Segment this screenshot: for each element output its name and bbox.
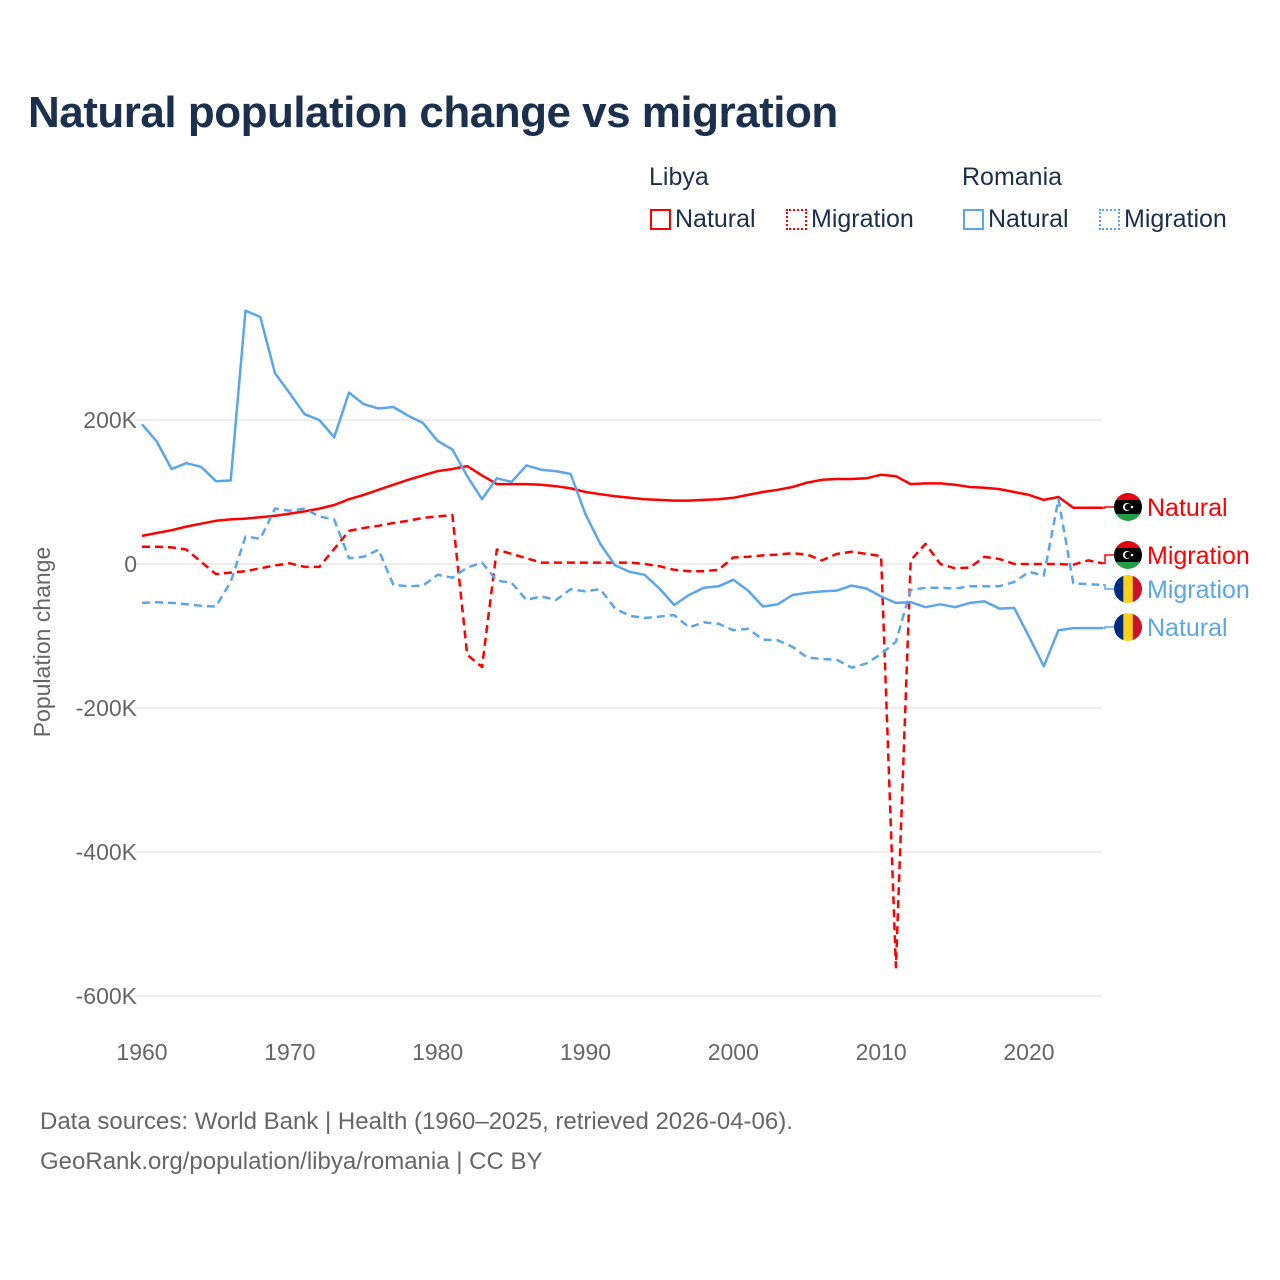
series-line-libya-natural[interactable] [141, 464, 1103, 538]
series-end-label: Migration [1147, 542, 1250, 570]
label-connector [1102, 506, 1114, 509]
footer-attribution[interactable]: GeoRank.org/population/libya/romania | C… [40, 1148, 543, 1175]
legend-group-libya: Libya [649, 163, 709, 191]
y-tick-label: 0 [124, 551, 137, 577]
label-connector [1102, 584, 1114, 590]
y-axis-label: Population change [29, 547, 55, 738]
legend-label: Natural [988, 205, 1069, 233]
legend-label: Migration [811, 205, 914, 233]
legend-swatch-solid [963, 209, 984, 230]
legend-group-romania: Romania [962, 163, 1063, 191]
x-tick-label: 1970 [264, 1039, 315, 1065]
legend-label: Migration [1124, 205, 1227, 233]
x-tick-label: 1990 [560, 1039, 611, 1065]
series-end-label: Migration [1147, 576, 1250, 604]
legend-swatch-dotted [786, 209, 807, 230]
y-tick-label: -600K [76, 983, 138, 1009]
legend-romania-migration[interactable]: Migration [1099, 205, 1227, 234]
legend-swatch-dotted [1099, 209, 1120, 230]
x-tick-label: 2010 [856, 1039, 907, 1065]
legend-label: Natural [675, 205, 756, 233]
label-connector [1102, 626, 1114, 629]
series-line-romania-natural[interactable] [141, 309, 1103, 668]
x-tick-label: 2020 [1003, 1039, 1054, 1065]
series-line-romania-migration[interactable] [141, 497, 1103, 669]
series-line-libya-migration[interactable] [142, 513, 1104, 969]
legend-libya-migration[interactable]: Migration [786, 205, 914, 234]
y-tick-label: 200K [83, 407, 137, 433]
legend-libya-natural[interactable]: Natural [650, 205, 756, 234]
legend-romania-natural[interactable]: Natural [963, 205, 1069, 234]
series-end-label: Natural [1147, 494, 1228, 522]
x-tick-label: 1980 [412, 1039, 463, 1065]
x-tick-label: 2000 [708, 1039, 759, 1065]
series-end-label: Natural [1147, 614, 1228, 642]
x-tick-label: 1960 [116, 1039, 167, 1065]
y-tick-label: -200K [76, 695, 138, 721]
chart-title: Natural population change vs migration [28, 88, 838, 137]
libya-flag-icon [1114, 493, 1142, 521]
y-tick-label: -400K [76, 839, 138, 865]
legend-swatch-solid [650, 209, 671, 230]
romania-flag-icon [1114, 613, 1142, 641]
label-connector [1102, 554, 1114, 565]
romania-flag-icon [1114, 575, 1142, 603]
footer-sources: Data sources: World Bank | Health (1960–… [40, 1108, 793, 1135]
libya-flag-icon [1114, 541, 1142, 569]
